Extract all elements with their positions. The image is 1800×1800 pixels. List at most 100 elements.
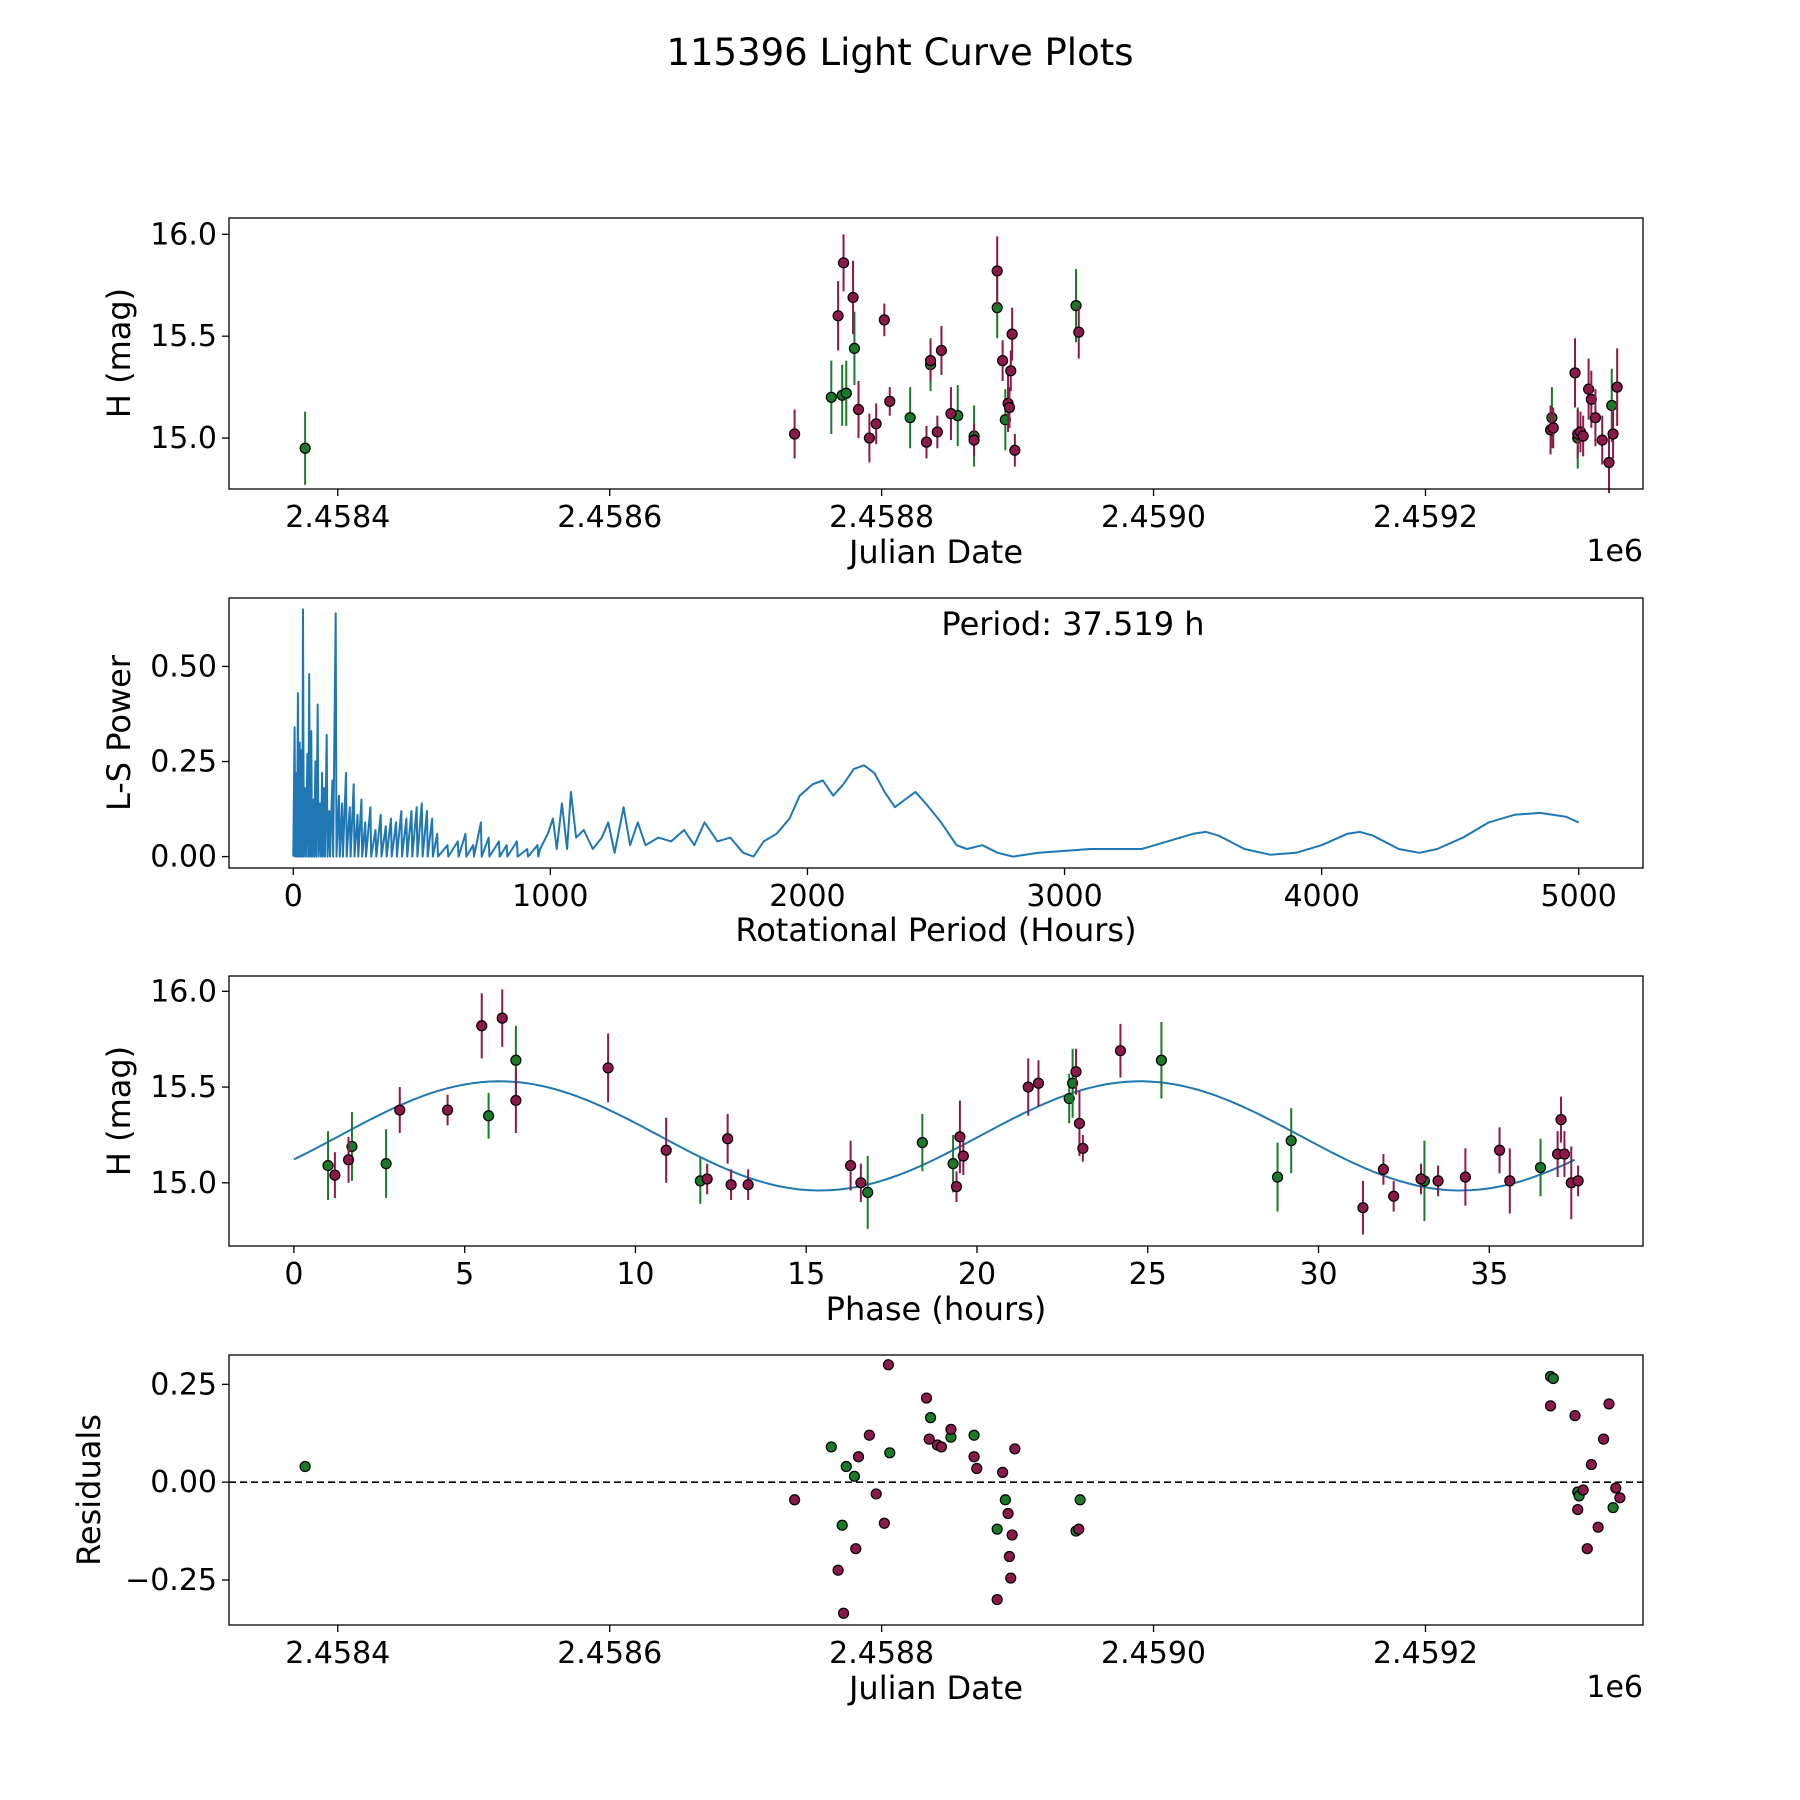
red-point (837, 1607, 850, 1619)
red-point (968, 1451, 980, 1463)
residuals-xtick-label: 2.4584 (285, 1636, 390, 1671)
light-curve-xtick-label: 2.4592 (1373, 500, 1478, 535)
red-point (1544, 1400, 1557, 1412)
periodogram-ylabel: L-S Power (100, 654, 138, 811)
red-point (1607, 428, 1619, 440)
green-point (1607, 1502, 1619, 1514)
red-point (1415, 1173, 1427, 1185)
red-point (923, 1433, 935, 1445)
red-point (788, 428, 801, 440)
green-point (322, 1159, 334, 1172)
red-point (1005, 365, 1017, 377)
red-point (1603, 1398, 1615, 1410)
red-point (1589, 412, 1602, 424)
figure-title: 115396 Light Curve Plots (666, 31, 1133, 74)
periodogram-xtick-label: 1000 (512, 879, 588, 914)
light-curve-ytick-label: 15.5 (150, 319, 217, 354)
red-point (991, 1593, 1003, 1606)
phase-folded-xtick-label: 35 (1470, 1257, 1508, 1292)
phase-folded-xtick-label: 25 (1129, 1257, 1167, 1292)
red-point (1006, 1529, 1018, 1541)
green-point (1074, 1494, 1086, 1506)
red-point (878, 314, 890, 326)
green-point (862, 1186, 874, 1198)
fit-curve (293, 1080, 1576, 1192)
red-point (1585, 1458, 1597, 1471)
red-point (1577, 1484, 1589, 1496)
red-point (1459, 1171, 1471, 1183)
red-point (1603, 456, 1615, 469)
red-point (1377, 1163, 1390, 1176)
red-point (845, 1159, 857, 1172)
red-point (1493, 1144, 1506, 1156)
red-point (342, 1154, 355, 1166)
periodogram-xtick-label: 2000 (769, 879, 845, 914)
residuals-frame (228, 1354, 1644, 1626)
red-point (394, 1104, 406, 1116)
periodogram-xtick-label: 5000 (1541, 879, 1617, 914)
periodogram-ytick-label: 0.50 (150, 649, 217, 684)
phase-folded-ytick-label: 15.5 (150, 1070, 217, 1105)
red-point (742, 1179, 754, 1191)
red-point (935, 344, 948, 357)
green-point (848, 1470, 861, 1482)
phase-folded-frame (228, 975, 1644, 1247)
red-point (496, 1012, 508, 1024)
residuals-ticks: 2.4584 2.4586 2.4588 2.4590 2.4592 −0.25 0.00 0… (125, 1367, 1478, 1671)
red-point (1032, 1077, 1045, 1089)
red-point (852, 403, 865, 416)
periodogram-series (292, 608, 1580, 858)
red-point (725, 1179, 737, 1191)
red-point (997, 355, 1009, 367)
phase-folded-ticks: 0 5 10 15 20 25 30 35 15.0 15.5 16.0 (150, 974, 1508, 1292)
residuals-ytick-label: 0.00 (150, 1465, 217, 1500)
red-point (1003, 401, 1016, 414)
red-point (1073, 1117, 1086, 1130)
red-point (1009, 1443, 1021, 1455)
residuals-panel: 2.4584 2.4586 2.4588 2.4590 2.4592 −0.25 0.00 0… (70, 1354, 1644, 1707)
red-point (1073, 1523, 1085, 1535)
periodogram-panel: 0 1000 2000 3000 4000 5000 0.00 0.25 0.50 Period… (100, 597, 1644, 949)
red-point (931, 426, 943, 438)
green-point (836, 1519, 848, 1531)
residuals-offset-label: 1e6 (1586, 1670, 1643, 1705)
green-point (1155, 1054, 1168, 1066)
periodogram-ticks: 0 1000 2000 3000 4000 5000 0.00 0.25 0.50 (150, 649, 1617, 914)
red-point (920, 436, 933, 448)
phase-folded-points (293, 989, 1584, 1235)
red-point (1006, 328, 1018, 340)
light-curve-ticks: 2.4584 2.4586 2.4588 2.4590 2.4592 15.0 15.5 16… (150, 217, 1478, 535)
light-curve-xtick-label: 2.4586 (557, 500, 662, 535)
phase-folded-xtick-label: 30 (1299, 1257, 1337, 1292)
red-point (1569, 1410, 1581, 1422)
red-point (882, 1359, 895, 1371)
red-point (832, 310, 844, 322)
red-point (991, 265, 1003, 277)
red-point (870, 418, 882, 430)
green-point (848, 342, 861, 355)
red-point (935, 1441, 948, 1453)
red-point (847, 291, 859, 304)
red-point (1432, 1175, 1444, 1187)
red-point (722, 1133, 734, 1145)
phase-folded-xlabel: Phase (hours) (826, 1290, 1047, 1328)
red-point (660, 1144, 672, 1156)
red-point (837, 257, 850, 269)
period-annotation: Period: 37.519 h (941, 605, 1204, 643)
light-curve-points (299, 234, 1623, 494)
residuals-xtick-label: 2.4592 (1373, 1636, 1478, 1671)
red-point (855, 1177, 867, 1189)
red-point (1581, 1543, 1593, 1555)
red-point (1611, 381, 1623, 393)
green-point (916, 1136, 928, 1149)
red-point (924, 355, 937, 367)
red-point (1555, 1114, 1567, 1126)
green-point (1534, 1161, 1547, 1174)
red-point (1547, 422, 1559, 434)
light-curve-xlabel: Julian Date (847, 533, 1023, 571)
red-point (1388, 1190, 1400, 1202)
red-point (850, 1543, 862, 1555)
phase-folded-panel: 0 5 10 15 20 25 30 35 15.0 15.5 16.0 Phase (hours)… (100, 974, 1644, 1328)
red-point (1572, 1503, 1584, 1516)
green-point (1546, 412, 1558, 424)
